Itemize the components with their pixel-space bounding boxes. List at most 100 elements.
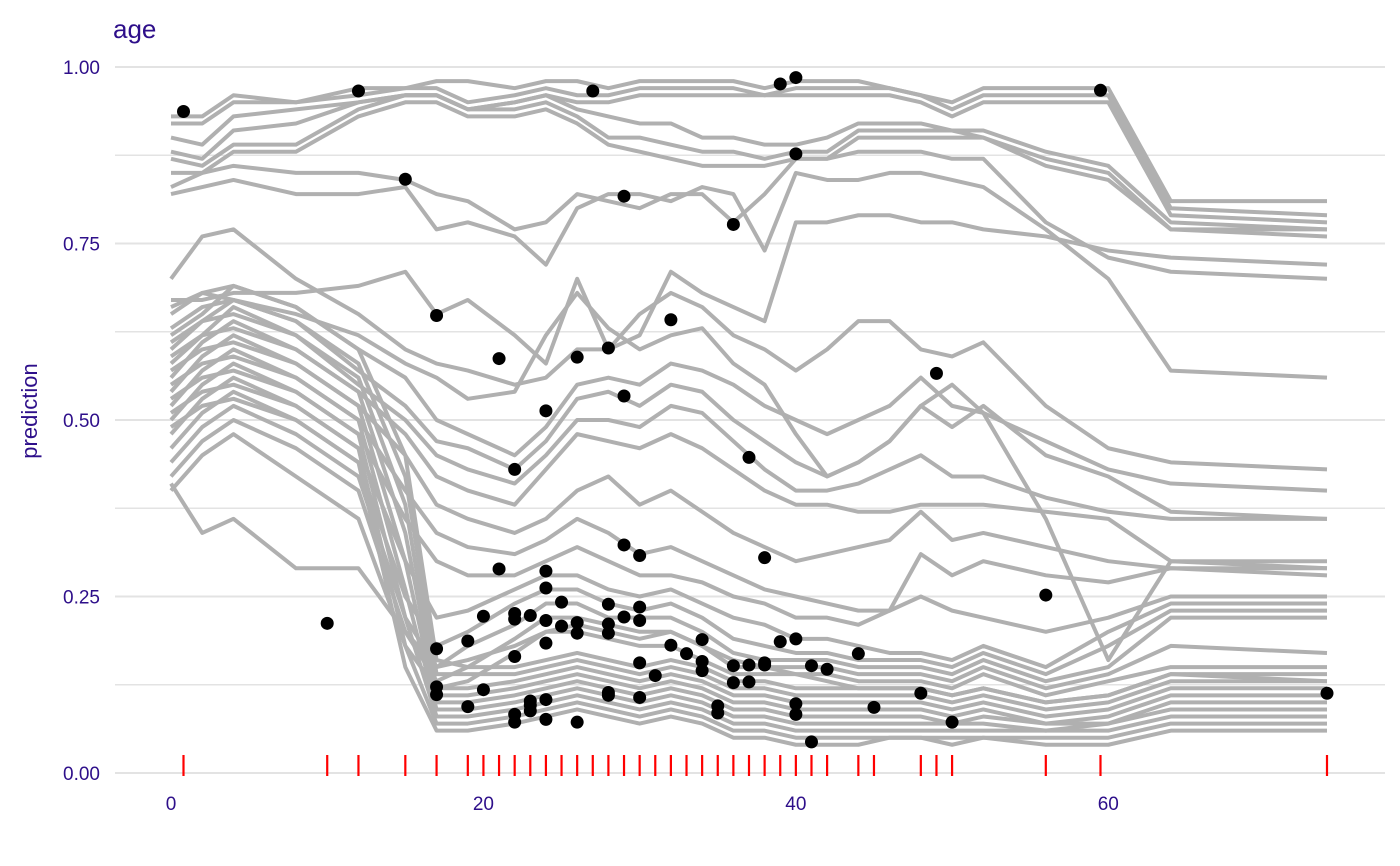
- data-point: [633, 656, 647, 670]
- data-point: [664, 638, 678, 652]
- series-lines: [169, 79, 1328, 747]
- data-point: [601, 597, 615, 611]
- data-point: [820, 662, 834, 676]
- data-point: [664, 313, 678, 327]
- data-point: [570, 616, 584, 630]
- x-tick-label: 0: [166, 794, 177, 815]
- data-point: [601, 341, 615, 355]
- observation-points: [176, 71, 1334, 749]
- data-point: [461, 634, 475, 648]
- y-tick-label: 1.00: [63, 58, 100, 79]
- data-point: [570, 626, 584, 640]
- data-point: [789, 697, 803, 711]
- data-point: [539, 581, 553, 595]
- data-point: [508, 612, 522, 626]
- data-point: [914, 686, 928, 700]
- series-line: [169, 227, 1328, 472]
- data-point: [633, 614, 647, 628]
- data-point: [773, 635, 787, 649]
- series-line: [170, 93, 1327, 232]
- data-point: [601, 617, 615, 631]
- series-line: [169, 283, 1328, 493]
- data-point: [351, 84, 365, 98]
- data-point: [758, 551, 772, 565]
- data-point: [742, 658, 756, 672]
- series-line: [169, 482, 1328, 705]
- data-point: [758, 658, 772, 672]
- data-point: [711, 706, 725, 720]
- series-line: [169, 340, 1327, 726]
- data-point: [726, 676, 740, 690]
- data-point: [789, 71, 803, 85]
- data-point: [789, 147, 803, 161]
- data-point: [555, 595, 569, 609]
- series-line: [169, 354, 1327, 733]
- data-point: [176, 104, 190, 118]
- series-line: [171, 79, 1327, 204]
- data-point: [867, 700, 881, 714]
- data-point: [476, 609, 490, 623]
- data-point: [320, 616, 334, 630]
- series-line: [169, 375, 1327, 670]
- data-point: [539, 712, 553, 726]
- rug-marks: [182, 755, 1329, 776]
- data-point: [773, 77, 787, 91]
- data-point: [430, 642, 444, 656]
- data-point: [570, 715, 584, 729]
- series-line: [169, 368, 1327, 733]
- data-point: [789, 707, 803, 721]
- data-point: [523, 609, 537, 623]
- data-point: [586, 84, 600, 98]
- data-point: [601, 688, 615, 702]
- data-point: [633, 549, 647, 563]
- series-line: [171, 213, 1328, 366]
- series-line: [170, 290, 1328, 663]
- data-point: [804, 735, 818, 749]
- data-point: [539, 693, 553, 707]
- series-line: [169, 347, 1328, 613]
- data-point: [570, 350, 584, 364]
- data-point: [695, 664, 709, 678]
- series-line: [170, 93, 1328, 225]
- data-point: [1093, 83, 1107, 97]
- data-point: [633, 690, 647, 704]
- series-line: [171, 86, 1328, 218]
- data-point: [695, 654, 709, 668]
- series-line: [169, 319, 1327, 564]
- series-line: [169, 297, 1327, 712]
- data-point: [523, 704, 537, 718]
- series-line: [169, 403, 1327, 684]
- chart-title: age: [113, 14, 157, 44]
- y-tick-label: 0.50: [63, 411, 100, 432]
- data-point: [695, 633, 709, 647]
- x-axis-ticks: 0 20 40 60: [166, 794, 1119, 815]
- data-point: [539, 404, 553, 418]
- series-line: [170, 170, 1328, 380]
- data-point: [851, 647, 865, 661]
- data-point: [680, 647, 694, 661]
- data-point: [742, 675, 756, 689]
- data-point: [430, 309, 444, 323]
- series-line: [169, 361, 1327, 634]
- data-point: [617, 538, 631, 552]
- data-point: [461, 700, 475, 714]
- data-point: [648, 669, 662, 683]
- series-line: [171, 100, 1328, 239]
- data-point: [508, 715, 522, 729]
- data-point: [929, 366, 943, 380]
- data-point: [398, 172, 412, 186]
- data-point: [789, 632, 803, 646]
- data-point: [1320, 686, 1334, 700]
- data-point: [617, 389, 631, 403]
- data-point: [492, 352, 506, 366]
- data-point: [804, 659, 818, 673]
- data-point: [1039, 588, 1053, 602]
- series-line: [169, 297, 1328, 521]
- data-point: [633, 600, 647, 614]
- y-axis-ticks: 0.00 0.25 0.50 0.75 1.00: [63, 58, 100, 785]
- series-line: [170, 93, 1328, 232]
- x-tick-label: 40: [785, 794, 806, 815]
- data-point: [726, 659, 740, 673]
- data-point: [726, 217, 740, 231]
